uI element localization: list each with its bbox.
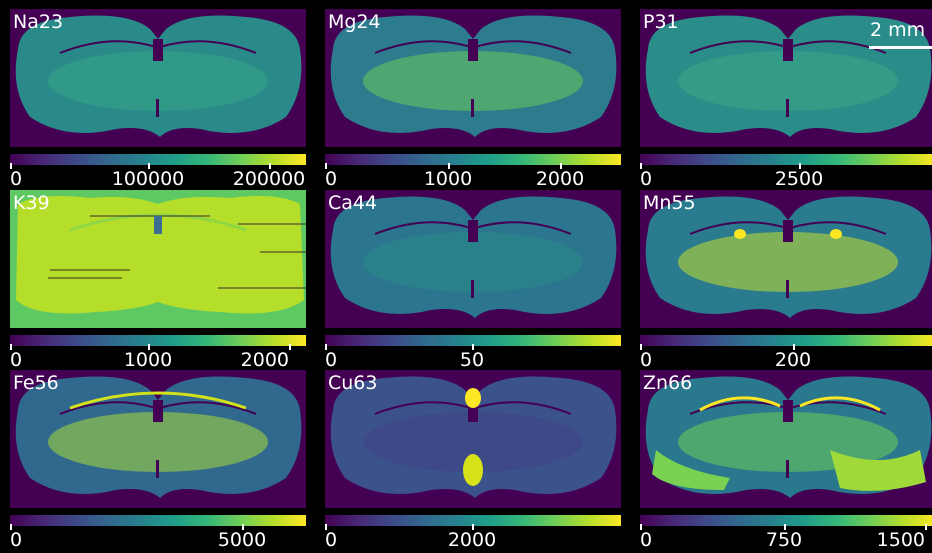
element-map-image: [10, 9, 306, 147]
colorbar: [325, 335, 621, 346]
colorbar-tick-labels: 0 750 1500: [640, 524, 932, 553]
colorbar-tick: [10, 524, 12, 530]
scale-bar: [869, 46, 932, 49]
element-map-image: [325, 370, 621, 508]
colorbar-tick-label: 2500: [774, 168, 824, 190]
panel-mg24: Mg24 0 1000 2000: [325, 9, 621, 191]
colorbar-tick-label: 200000: [232, 168, 306, 190]
colorbar-tick-labels: 0 200: [640, 344, 932, 373]
colorbar-tick: [448, 163, 450, 169]
element-label: P31: [643, 11, 679, 33]
colorbar-tick-label: 5000: [217, 529, 267, 551]
colorbar: [10, 335, 306, 346]
element-map-image: [640, 190, 932, 328]
scale-bar-label: 2 mm: [870, 19, 926, 41]
colorbar-tick: [793, 344, 795, 350]
panel-na23: Na23 0 100000 200000: [10, 9, 306, 191]
colorbar-tick-label: 1000: [423, 168, 473, 190]
colorbar-tick-label: 2000: [447, 529, 497, 551]
colorbar-tick-label: 0: [10, 349, 23, 371]
colorbar-tick-label: 1500: [876, 529, 925, 551]
colorbar: [325, 154, 621, 165]
element-label: Zn66: [643, 372, 693, 394]
colorbar-tick-label: 750: [765, 529, 803, 551]
colorbar-tick-label: 2000: [240, 349, 289, 371]
colorbar: [10, 515, 306, 526]
colorbar-tick-label: 0: [325, 349, 338, 371]
colorbar-tick-label: 2000: [535, 168, 585, 190]
colorbar-tick-label: 0: [325, 168, 338, 190]
colorbar-tick: [640, 163, 642, 169]
element-label: K39: [13, 192, 50, 214]
colorbar: [10, 154, 306, 165]
colorbar: [640, 335, 932, 346]
colorbar-tick: [269, 163, 271, 169]
colorbar-tick: [472, 344, 474, 350]
panel-mn55: Mn55 0 200: [640, 190, 932, 372]
colorbar-tick: [799, 163, 801, 169]
colorbar-tick: [10, 163, 12, 169]
panel-zn66: Zn66 0 750 1500: [640, 370, 932, 552]
colorbar: [325, 515, 621, 526]
element-label: Mg24: [328, 11, 381, 33]
element-map-image: [325, 9, 621, 147]
colorbar-tick: [242, 524, 244, 530]
colorbar-tick: [925, 524, 927, 530]
colorbar-tick: [289, 344, 291, 350]
element-label: Cu63: [328, 372, 378, 394]
colorbar-tick-labels: 0 2000: [325, 524, 621, 553]
panel-ca44: Ca44 0 50: [325, 190, 621, 372]
colorbar-tick: [472, 524, 474, 530]
colorbar-tick: [640, 524, 642, 530]
colorbar-tick-labels: 0 50: [325, 344, 621, 373]
colorbar-tick-label: 200: [774, 349, 812, 371]
element-map-image: [640, 9, 932, 147]
colorbar-tick: [148, 344, 150, 350]
colorbar-tick-label: 100000: [111, 168, 185, 190]
element-label: Fe56: [13, 372, 59, 394]
colorbar: [640, 515, 932, 526]
panel-k39: K39 0 1000 2000: [10, 190, 306, 372]
colorbar-tick-labels: 0 1000 2000: [325, 163, 621, 192]
colorbar-tick: [10, 344, 12, 350]
element-map-image: [325, 190, 621, 328]
colorbar-tick-labels: 0 1000 2000: [10, 344, 306, 373]
colorbar-tick: [560, 163, 562, 169]
colorbar-tick: [148, 163, 150, 169]
element-label: Na23: [13, 11, 64, 33]
colorbar-tick: [325, 344, 327, 350]
colorbar-tick-label: 0: [10, 168, 23, 190]
colorbar-tick: [325, 524, 327, 530]
element-label: Ca44: [328, 192, 378, 214]
panel-cu63: Cu63 0 2000: [325, 370, 621, 552]
colorbar-tick-label: 0: [640, 168, 653, 190]
element-label: Mn55: [643, 192, 696, 214]
element-map-image: [10, 190, 306, 328]
element-map-image: [10, 370, 306, 508]
colorbar-tick-label: 0: [640, 529, 653, 551]
panel-p31: P31 0 2500: [640, 9, 932, 191]
colorbar-tick-label: 50: [459, 349, 485, 371]
element-map-image: [640, 370, 932, 508]
colorbar-tick-labels: 0 100000 200000: [10, 163, 306, 192]
colorbar-tick: [325, 163, 327, 169]
colorbar: [640, 154, 932, 165]
colorbar-tick-label: 0: [325, 529, 338, 551]
colorbar-tick-label: 1000: [123, 349, 173, 371]
colorbar-tick-labels: 0 2500: [640, 163, 932, 192]
colorbar-tick-labels: 0 5000: [10, 524, 306, 553]
colorbar-tick-label: 0: [10, 529, 23, 551]
panel-fe56: Fe56 0 5000: [10, 370, 306, 552]
colorbar-tick: [640, 344, 642, 350]
colorbar-tick: [784, 524, 786, 530]
colorbar-tick-label: 0: [640, 349, 653, 371]
